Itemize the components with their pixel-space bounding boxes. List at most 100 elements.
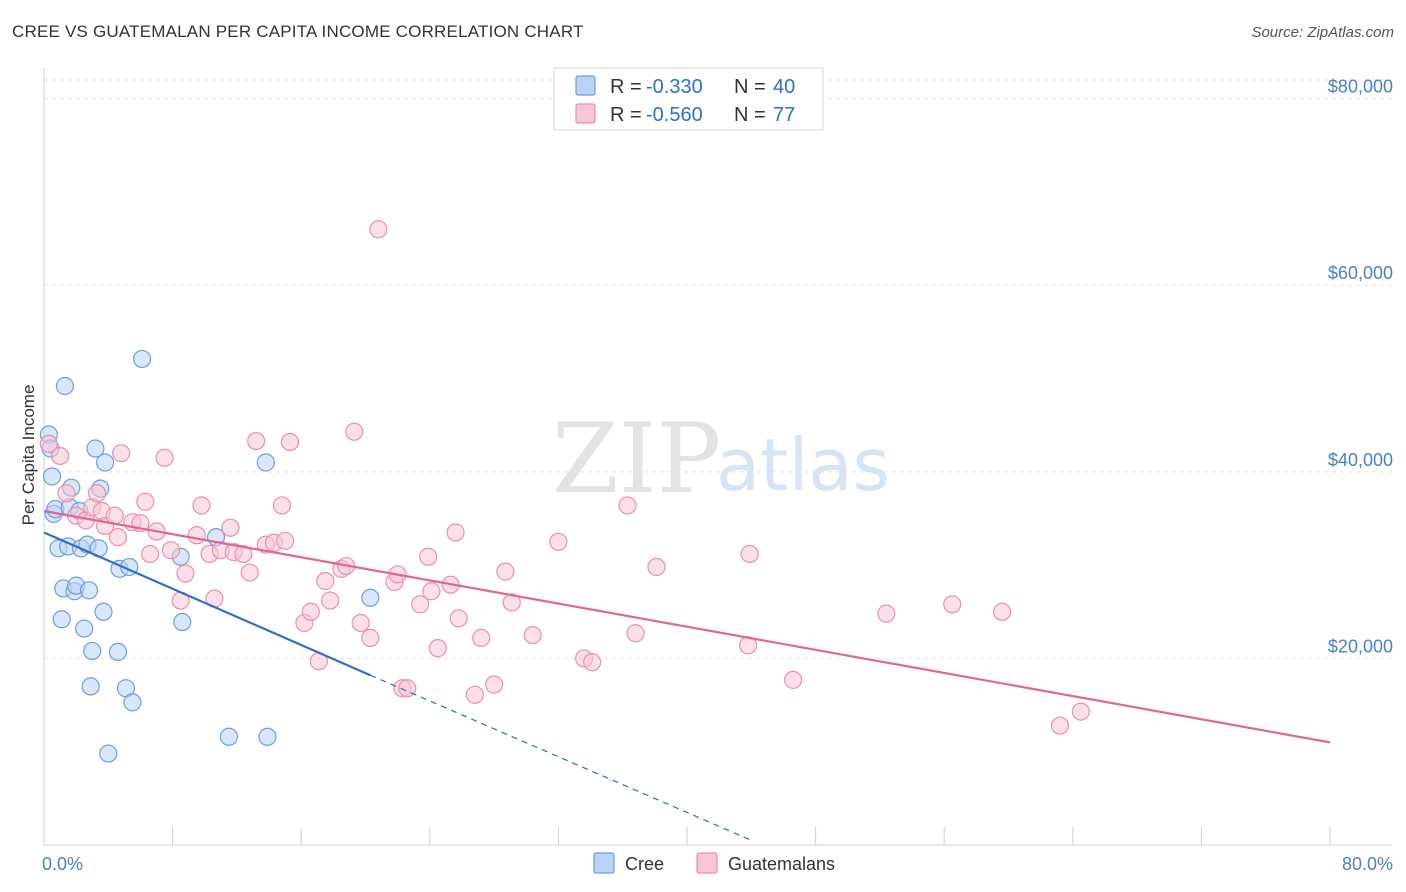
series-legend-label-cree: Cree [625, 854, 664, 874]
guatemalan-point [647, 557, 666, 577]
guatemalan-point [345, 422, 364, 441]
cree-point [86, 439, 105, 458]
y-tick-label: $60,000 [1328, 263, 1393, 283]
guatemalan-point [877, 604, 896, 623]
watermark-zip: ZIP [552, 403, 721, 515]
x-tick-label-max: 80.0% [1342, 854, 1393, 874]
series-legend-swatch-cree [593, 852, 615, 874]
guatemalan-point [272, 496, 292, 515]
legend-r-label-cree: R = [610, 76, 642, 98]
guatemalan-point [276, 531, 295, 550]
watermark-atlas: atlas [716, 423, 890, 507]
guatemalan-point [351, 613, 370, 633]
guatemalan-point [523, 625, 542, 645]
cree-point [256, 453, 275, 472]
cree-point [99, 744, 118, 763]
watermark: ZIP atlas [552, 403, 890, 515]
legend-n-label-guatemalans: N = [734, 104, 766, 126]
guatemalan-point [240, 563, 259, 582]
guatemalan-point [583, 653, 602, 672]
y-tick-label: $40,000 [1328, 450, 1393, 470]
cree-trend-extension [370, 674, 752, 841]
guatemalan-point [221, 518, 240, 537]
legend-r-label-guatemalans: R = [610, 104, 642, 126]
y-tick-label: $80,000 [1328, 77, 1393, 97]
guatemalan-point [465, 685, 484, 704]
guatemalan-point [446, 523, 465, 542]
legend-swatch-guatemalans [575, 103, 596, 124]
cree-point [258, 727, 277, 746]
legend-r-value-cree: -0.330 [646, 76, 703, 98]
guatemalan-point [361, 628, 380, 647]
cree-point [173, 612, 192, 632]
legend-swatch-cree [575, 75, 596, 96]
x-tick-label-min: 0.0% [42, 854, 83, 874]
guatemalan-point [155, 448, 174, 467]
guatemalan-point [321, 591, 340, 610]
legend-n-value-cree: 40 [773, 76, 795, 98]
cree-point [42, 467, 62, 486]
series-legend-label-guatemalans: Guatemalans [728, 854, 835, 874]
data-points [39, 220, 1090, 763]
guatemalan-point [192, 496, 211, 515]
cree-point [75, 619, 94, 638]
legend-n-label-cree: N = [734, 76, 766, 98]
source-label: Source: ZipAtlas.com [1251, 24, 1394, 41]
guatemalan-point [280, 432, 300, 452]
cree-point [361, 588, 380, 607]
guatemalan-point [1071, 702, 1090, 721]
guatemalan-point [369, 220, 388, 239]
guatemalan-point [422, 582, 441, 601]
guatemalan-point [419, 547, 438, 566]
axes: $20,000 $40,000 $60,000 $80,000 0.0% 80.0% [42, 68, 1393, 874]
guatemalan-point [301, 602, 320, 621]
cree-point [79, 581, 99, 600]
cree-point [108, 642, 128, 661]
guatemalan-point [549, 532, 568, 551]
legend-n-value-guatemalans: 77 [773, 104, 795, 126]
cree-point [95, 453, 115, 472]
guatemalan-point [740, 544, 759, 564]
cree-point [55, 376, 74, 396]
guatemalan-point [50, 446, 70, 466]
guatemalan-point [485, 675, 504, 694]
guatemalan-point [39, 434, 58, 453]
guatemalan-point [87, 484, 107, 503]
guatemalan-point [496, 562, 515, 581]
guatemalan-point [57, 484, 76, 503]
guatemalan-point [992, 602, 1012, 621]
guatemalan-point [783, 670, 803, 689]
guatemalan-point [618, 496, 637, 515]
guatemalan-point [161, 541, 181, 560]
correlation-legend: R = -0.330 N = 40 R = -0.560 N = 77 [553, 67, 824, 131]
cree-point [94, 602, 113, 621]
guatemalan-point [472, 628, 491, 647]
guatemalan-point [247, 431, 266, 451]
legend-box [553, 67, 824, 131]
guatemalan-point [140, 544, 160, 564]
guatemalan-point [187, 526, 206, 545]
cree-point [219, 727, 238, 746]
guatemalan-point [502, 593, 521, 612]
guatemalan-point [943, 595, 962, 614]
guatemalan-point [626, 624, 645, 643]
guatemalan-point [136, 492, 155, 511]
cree-point [123, 693, 142, 712]
series-legend: Cree Guatemalans [593, 852, 835, 874]
cree-point [81, 677, 100, 696]
series-legend-swatch-guatemalans [696, 852, 718, 874]
guatemalan-point [108, 528, 128, 547]
cree-point [132, 349, 152, 369]
cree-trend-line [43, 531, 371, 677]
guatemalan-trend-line [43, 509, 1331, 744]
guatemalan-point [112, 444, 131, 463]
guatemalan-point [449, 609, 468, 628]
guatemalan-point [176, 564, 195, 583]
guatemalan-point [1050, 716, 1070, 735]
y-tick-label: $20,000 [1328, 636, 1393, 656]
guatemalan-point [316, 571, 335, 591]
legend-r-value-guatemalans: -0.560 [646, 104, 703, 126]
chart-title: CREE VS GUATEMALAN PER CAPITA INCOME COR… [12, 22, 584, 41]
guatemalan-point [428, 639, 447, 658]
